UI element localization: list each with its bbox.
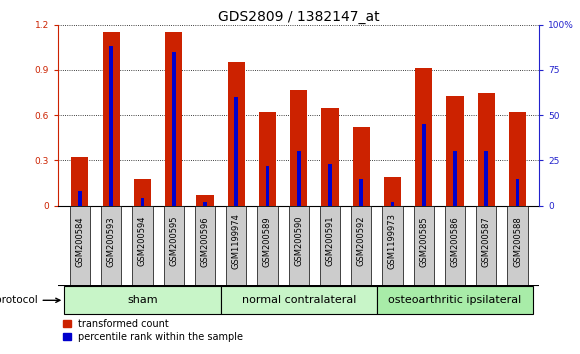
Bar xyxy=(203,202,207,206)
Bar xyxy=(353,127,370,206)
FancyBboxPatch shape xyxy=(132,206,153,285)
Bar xyxy=(297,152,300,206)
FancyBboxPatch shape xyxy=(508,206,528,285)
FancyBboxPatch shape xyxy=(70,206,90,285)
Bar xyxy=(266,166,269,206)
Text: GSM200590: GSM200590 xyxy=(294,216,303,267)
Legend: transformed count, percentile rank within the sample: transformed count, percentile rank withi… xyxy=(63,319,244,342)
FancyBboxPatch shape xyxy=(377,286,533,314)
Bar xyxy=(71,158,89,206)
Bar xyxy=(140,198,144,206)
Bar xyxy=(103,32,119,206)
Bar xyxy=(109,46,113,206)
Bar xyxy=(196,195,213,206)
FancyBboxPatch shape xyxy=(226,206,246,285)
FancyBboxPatch shape xyxy=(64,286,220,314)
Bar xyxy=(478,93,495,206)
Title: GDS2809 / 1382147_at: GDS2809 / 1382147_at xyxy=(218,10,379,24)
Bar xyxy=(390,202,394,206)
Bar xyxy=(234,97,238,206)
FancyBboxPatch shape xyxy=(414,206,434,285)
Text: GSM200587: GSM200587 xyxy=(482,216,491,267)
Text: protocol: protocol xyxy=(0,295,60,305)
FancyBboxPatch shape xyxy=(445,206,465,285)
Bar xyxy=(172,52,176,206)
Text: GSM200588: GSM200588 xyxy=(513,216,522,267)
FancyBboxPatch shape xyxy=(164,206,184,285)
Text: GSM200593: GSM200593 xyxy=(107,216,115,267)
Bar xyxy=(165,32,182,206)
Text: GSM1199973: GSM1199973 xyxy=(388,213,397,269)
Bar xyxy=(321,108,339,206)
Text: GSM200595: GSM200595 xyxy=(169,216,178,267)
FancyBboxPatch shape xyxy=(101,206,121,285)
Bar xyxy=(453,152,457,206)
Text: GSM200594: GSM200594 xyxy=(138,216,147,267)
FancyBboxPatch shape xyxy=(351,206,371,285)
Text: GSM200586: GSM200586 xyxy=(451,216,459,267)
Bar xyxy=(290,90,307,206)
Text: GSM200584: GSM200584 xyxy=(75,216,84,267)
Bar xyxy=(259,112,276,206)
FancyBboxPatch shape xyxy=(288,206,309,285)
Bar xyxy=(484,152,488,206)
Bar xyxy=(509,112,526,206)
Text: GSM200596: GSM200596 xyxy=(201,216,209,267)
Bar xyxy=(134,178,151,206)
Text: normal contralateral: normal contralateral xyxy=(241,295,356,305)
Bar xyxy=(447,96,463,206)
Text: sham: sham xyxy=(127,295,158,305)
Bar xyxy=(415,68,432,206)
FancyBboxPatch shape xyxy=(382,206,403,285)
Bar xyxy=(516,178,520,206)
Text: GSM200591: GSM200591 xyxy=(325,216,335,267)
Text: osteoarthritic ipsilateral: osteoarthritic ipsilateral xyxy=(389,295,521,305)
FancyBboxPatch shape xyxy=(258,206,278,285)
FancyBboxPatch shape xyxy=(220,286,377,314)
FancyBboxPatch shape xyxy=(320,206,340,285)
Text: GSM200585: GSM200585 xyxy=(419,216,428,267)
FancyBboxPatch shape xyxy=(195,206,215,285)
Bar xyxy=(422,124,426,206)
Bar xyxy=(360,178,363,206)
Bar xyxy=(328,164,332,206)
Bar xyxy=(78,191,82,206)
Text: GSM1199974: GSM1199974 xyxy=(231,213,241,269)
Text: GSM200589: GSM200589 xyxy=(263,216,272,267)
Text: GSM200592: GSM200592 xyxy=(357,216,366,267)
Bar xyxy=(384,177,401,206)
Bar xyxy=(227,62,245,206)
FancyBboxPatch shape xyxy=(476,206,496,285)
